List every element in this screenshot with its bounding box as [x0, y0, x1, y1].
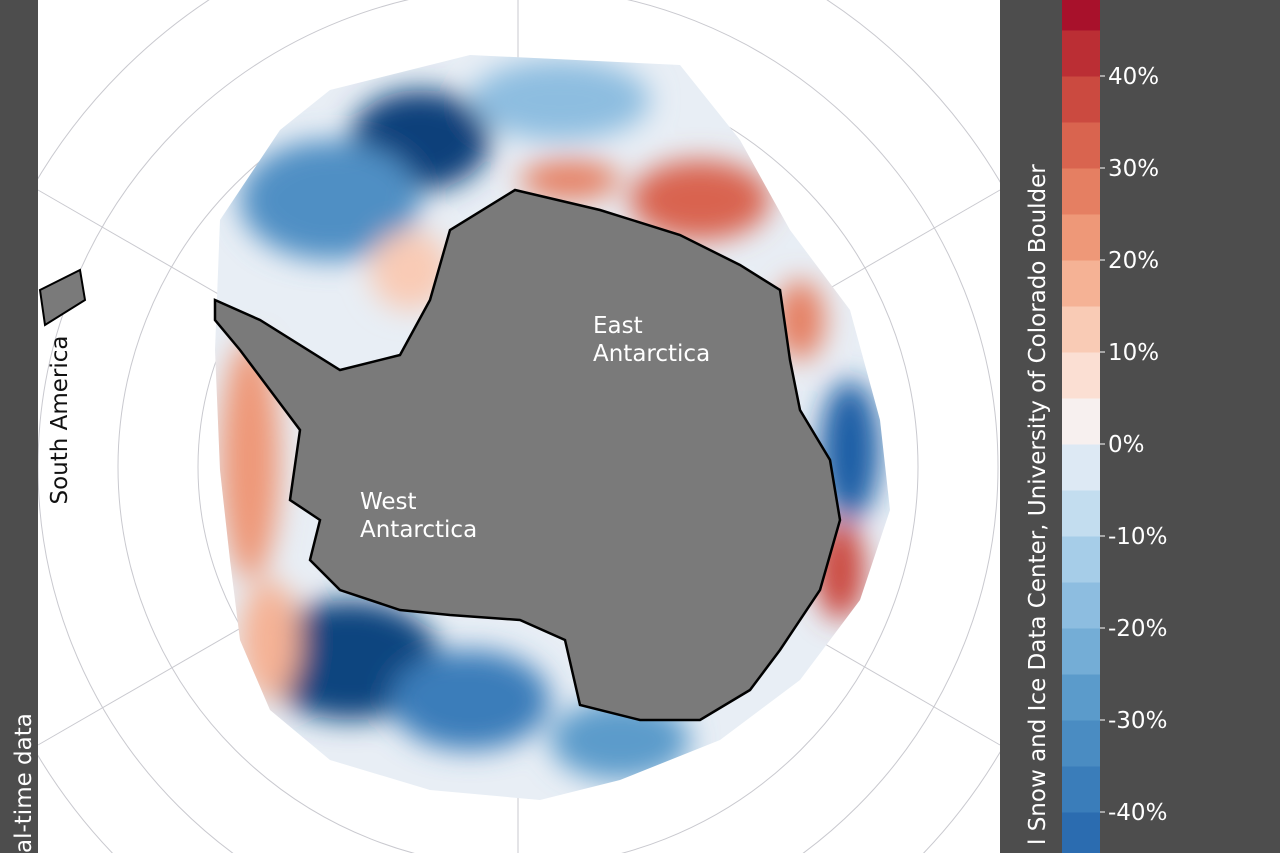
colorbar-band — [1062, 812, 1100, 853]
colorbar-band — [1062, 490, 1100, 537]
colorbar-tick-label: -20% — [1108, 616, 1167, 642]
colorbar-band — [1062, 352, 1100, 399]
colorbar-band — [1062, 214, 1100, 261]
colorbar-tick-label: -10% — [1108, 524, 1167, 550]
colorbar-band — [1062, 260, 1100, 307]
colorbar-tick-label: -40% — [1108, 800, 1167, 826]
colorbar-tick-label: 20% — [1108, 248, 1159, 274]
colorbar-tick-label: 30% — [1108, 156, 1159, 182]
edge-label: al-time data — [11, 713, 37, 853]
colorbar-band — [1062, 306, 1100, 353]
colorbar-band — [1062, 76, 1100, 123]
colorbar: 40% 30% 20% 10% 0% -10% -20% -30% -40% — [1062, 0, 1167, 853]
left-panel — [0, 0, 38, 853]
colorbar-band — [1062, 720, 1100, 767]
colorbar-band — [1062, 766, 1100, 813]
region-label: East Antarctica — [593, 313, 710, 367]
colorbar-band — [1062, 122, 1100, 169]
continent-label: South America — [47, 335, 73, 504]
colorbar-tick-label: 10% — [1108, 340, 1159, 366]
colorbar-band — [1062, 168, 1100, 215]
colorbar-tick-label: 40% — [1108, 64, 1159, 90]
land-south-america — [38, 268, 87, 327]
right-panel — [1000, 0, 1280, 853]
colorbar-band — [1062, 674, 1100, 721]
colorbar-band — [1062, 398, 1100, 445]
colorbar-band — [1062, 628, 1100, 675]
colorbar-band — [1062, 0, 1100, 31]
colorbar-band — [1062, 582, 1100, 629]
colorbar-band — [1062, 536, 1100, 583]
colorbar-title: l Snow and Ice Data Center, University o… — [1025, 164, 1051, 845]
colorbar-band — [1062, 444, 1100, 491]
colorbar-tick-label: -30% — [1108, 708, 1167, 734]
region-label: West Antarctica — [360, 489, 477, 543]
antarctica — [213, 188, 842, 722]
colorbar-tick-label: 0% — [1108, 432, 1145, 458]
colorbar-band — [1062, 30, 1100, 77]
